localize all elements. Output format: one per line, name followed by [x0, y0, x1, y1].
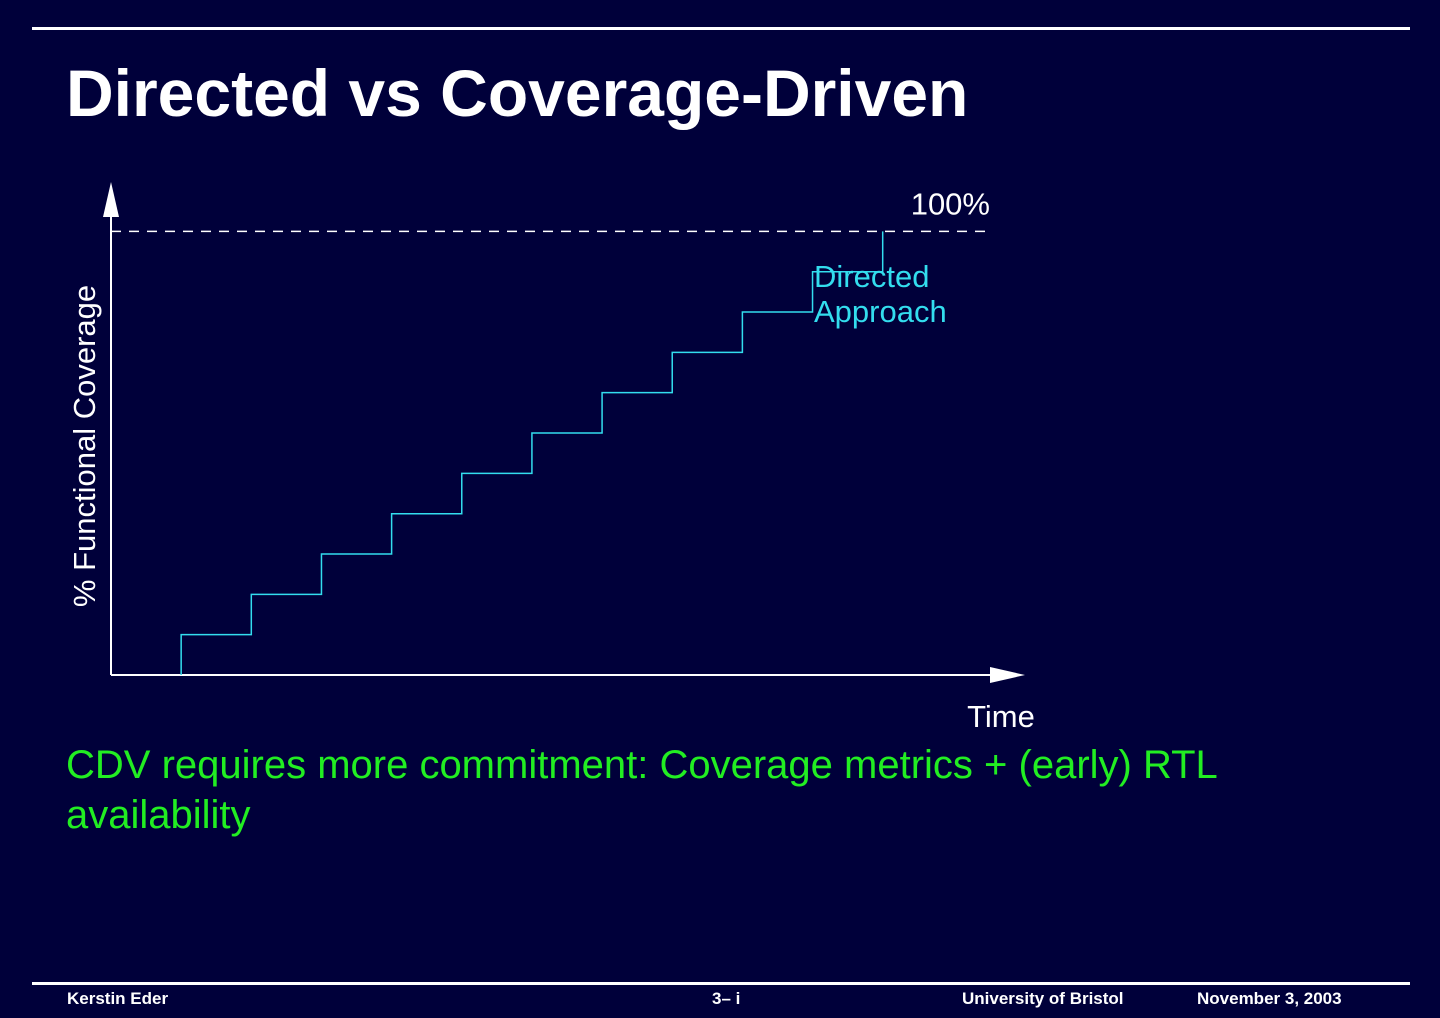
bottom-divider	[32, 982, 1410, 985]
series-label-directed-approach: Directed Approach	[814, 259, 947, 329]
x-axis-arrowhead	[990, 667, 1025, 683]
footer-date: November 3, 2003	[1197, 989, 1342, 1008]
footer-institution: University of Bristol	[962, 989, 1124, 1008]
body-text: CDV requires more commitment: Coverage m…	[66, 743, 1217, 837]
slide-title: Directed vs Coverage-Driven	[66, 56, 969, 130]
series-label-line-1: Directed	[814, 259, 929, 294]
footer-author: Kerstin Eder	[67, 989, 169, 1008]
y-axis-label: % Functional Coverage	[67, 285, 102, 607]
series-label-line-2: Approach	[814, 294, 947, 329]
x-axis-label: Time	[967, 699, 1035, 734]
y-axis-arrowhead	[103, 182, 119, 217]
directed-approach-step-line	[180, 231, 884, 675]
top-divider	[32, 27, 1410, 30]
full-coverage-label: 100%	[911, 186, 990, 221]
footer-page-number: 3– i	[712, 989, 741, 1008]
